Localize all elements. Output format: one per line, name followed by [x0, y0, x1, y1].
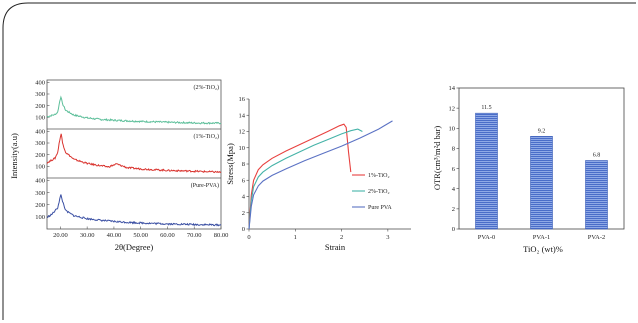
xrd-xtick-label: 70.00: [187, 232, 202, 239]
xrd-ytick-label: 200: [35, 103, 45, 110]
ss-series-line: [248, 120, 393, 230]
otr-value-label: 9.2: [538, 128, 546, 134]
xrd-ytick-label: 100: [35, 115, 45, 122]
otr-ytick-label: 10: [449, 125, 456, 132]
xrd-plot-frame: [46, 79, 222, 230]
xrd-series-name: (Pure-PVA): [191, 182, 219, 189]
otr-ytick-label: 2: [452, 206, 455, 213]
otr-bar: [585, 160, 608, 230]
xrd-ytick-label: 100: [35, 214, 45, 221]
xrd-ytick-label: 100: [35, 164, 45, 171]
ss-ytick-label: 6: [242, 177, 246, 184]
ss-xtick-label: 1: [294, 234, 297, 241]
ss-series-line: [248, 128, 363, 230]
xrd-xtick-label: 80.00: [214, 232, 229, 239]
ss-ytick-label: 0: [242, 226, 245, 233]
otr-ytick-label: 12: [449, 105, 456, 112]
xrd-xtick-label: 60.00: [160, 232, 175, 239]
xrd-xtick-label: 20.00: [53, 232, 68, 239]
otr-ytick-label: 4: [452, 186, 456, 193]
ss-xtick-label: 0: [247, 234, 250, 241]
otr-xtick-label: PVA-2: [588, 234, 606, 241]
otr-ytick-label: 8: [452, 146, 455, 153]
xrd-series-line: [46, 95, 222, 125]
otr-value-label: 6.8: [593, 153, 601, 159]
otr-xtick-label: PVA-0: [478, 234, 496, 241]
ss-ytick-label: 2: [242, 210, 245, 217]
ss-ytick-label: 10: [239, 145, 246, 152]
ss-ytick-label: 16: [239, 96, 246, 103]
xrd-ylabel: Intensity(a.u): [9, 133, 19, 179]
xrd-series-line: [46, 133, 222, 174]
ss-ytick-label: 12: [239, 129, 246, 136]
xrd-series-name: (2%-TiO₂): [193, 84, 219, 91]
xrd-ytick-label: 400: [35, 129, 45, 136]
otr-xlabel: TiO₂ (wt)%: [523, 244, 563, 254]
xrd-ytick-label: 200: [35, 202, 45, 209]
xrd-xtick-label: 50.00: [133, 232, 148, 239]
ss-xlabel: Strain: [325, 242, 346, 252]
frame-border: [2, 2, 636, 320]
xrd-xlabel: 2θ(Degree): [115, 242, 154, 252]
ss-xtick-label: 2: [340, 234, 343, 241]
xrd-ytick-label: 400: [35, 80, 45, 87]
xrd-ytick-label: 300: [35, 91, 45, 98]
xrd-series-name: (1%-TiO₂): [193, 133, 219, 140]
otr-bar: [530, 136, 553, 230]
xrd-xtick-label: 30.00: [80, 232, 95, 239]
ss-ytick-label: 8: [242, 161, 245, 168]
otr-panel: 0 2 4 6 8 10 12 14 11.5 9.2 6.8 PVA-0 PVA-1 PVA-2 O…: [432, 85, 625, 254]
otr-ytick-label: 0: [452, 226, 455, 233]
otr-ylabel: OTR(cm³/m²d bar): [432, 126, 442, 191]
xrd-ytick-label: 300: [35, 190, 45, 197]
xrd-ytick-label: 200: [35, 152, 45, 159]
otr-value-label: 11.5: [481, 105, 491, 111]
otr-bar: [475, 112, 498, 230]
ss-legend-label: 2%-TiO₂: [368, 189, 390, 195]
otr-xtick-label: PVA-1: [533, 234, 551, 241]
xrd-xtick-label: 40.00: [107, 232, 122, 239]
ss-ytick-label: 14: [239, 112, 246, 119]
ss-legend-label: Pure PVA: [368, 205, 392, 211]
otr-ytick-label: 14: [449, 85, 456, 92]
otr-ytick-label: 6: [452, 166, 456, 173]
ss-ytick-label: 4: [242, 194, 246, 201]
ss-series-line: [248, 123, 352, 230]
xrd-ytick-label: 400: [35, 178, 45, 185]
ss-xtick-label: 3: [386, 234, 389, 241]
xrd-panel: 100 200 300 400 100 200 300 400 100 200 300 400 20.…: [9, 80, 228, 252]
xrd-ytick-label: 300: [35, 140, 45, 147]
ss-ylabel: Stress(Mpa): [225, 143, 235, 185]
ss-legend-label: 1%-TiO₂: [368, 173, 390, 179]
xrd-series-line: [47, 194, 222, 227]
